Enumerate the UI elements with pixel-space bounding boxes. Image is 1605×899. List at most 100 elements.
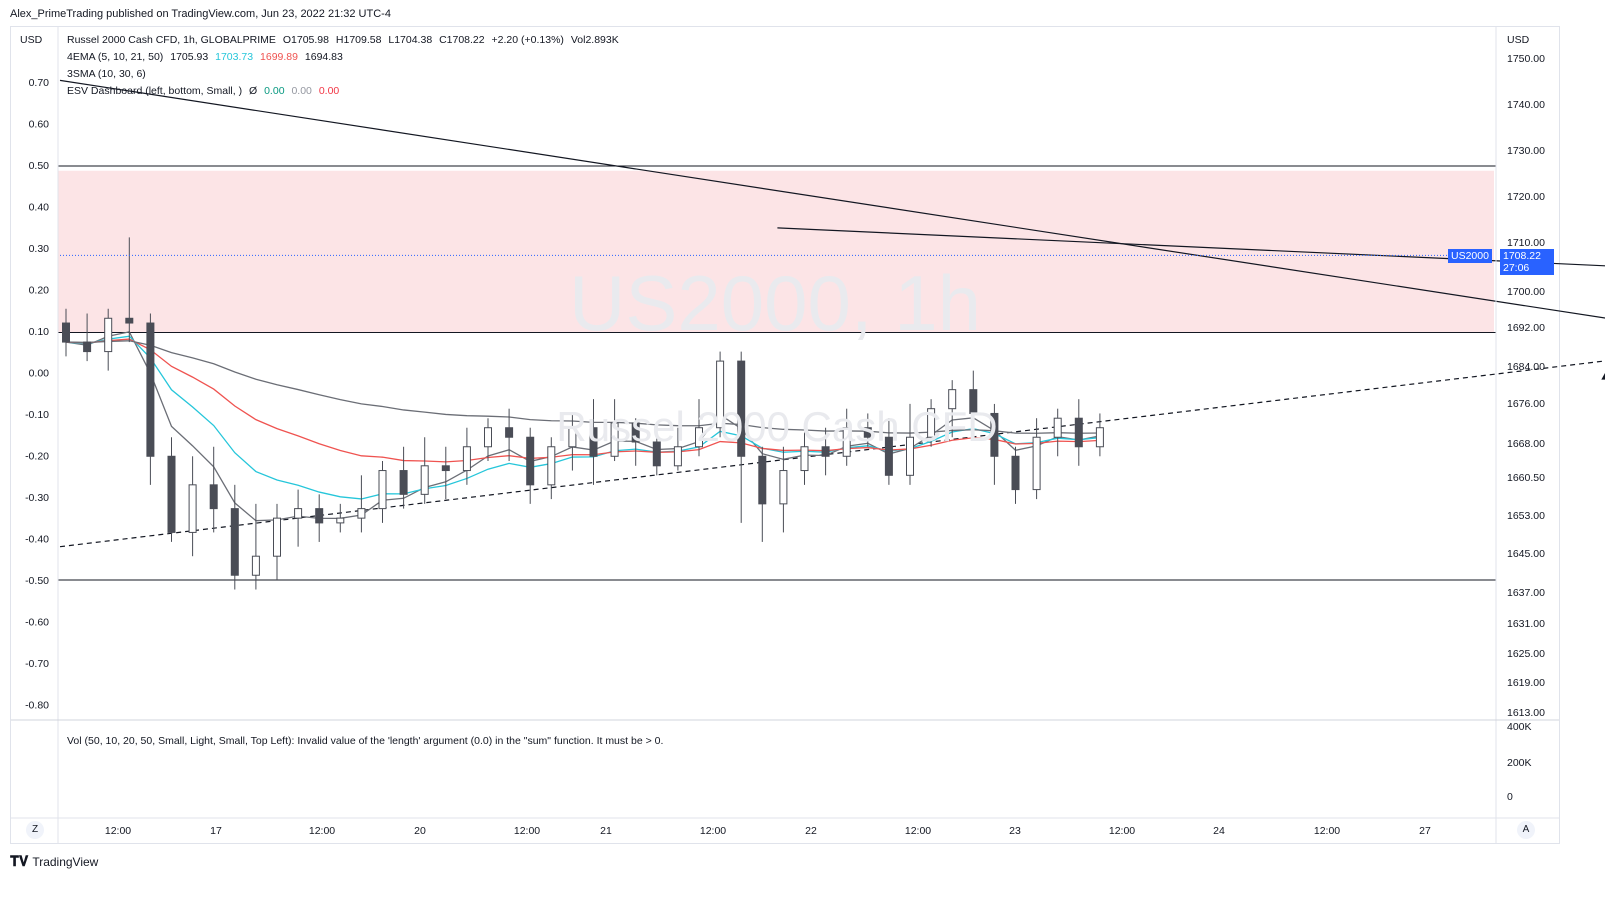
legend-main[interactable]: Russel 2000 Cash CFD, 1h, GLOBALPRIME O1… [67, 34, 623, 46]
arrow-head [1601, 372, 1605, 380]
right-axis-tick: 1660.50 [1507, 472, 1545, 484]
candle-body [1074, 417, 1083, 448]
candle [104, 308, 113, 371]
candle [758, 446, 767, 542]
sma-label: 3SMA (10, 30, 6) [67, 68, 146, 80]
right-axis-tick: 1613.00 [1507, 707, 1545, 719]
price-tag: 1708.22 27:06 [1500, 249, 1554, 275]
candle [1074, 399, 1083, 466]
right-axis-tick: 1692.00 [1507, 322, 1545, 334]
candle-body [969, 389, 978, 414]
candle-body [1095, 427, 1104, 448]
zoom-button[interactable]: Z [26, 821, 44, 839]
left-axis-tick: -0.60 [25, 617, 49, 629]
candle-body [273, 517, 281, 557]
candle-body [420, 465, 429, 495]
candle [420, 437, 429, 504]
left-axis-tick: -0.30 [25, 492, 49, 504]
candle-body [652, 441, 661, 467]
chart-frame [10, 26, 1560, 844]
left-axis-tick: -0.40 [25, 534, 49, 546]
candle [1032, 418, 1041, 500]
brand-text: TradingView [32, 854, 99, 869]
candle [547, 437, 556, 500]
time-label: 12:00 [700, 825, 726, 837]
candle [800, 432, 809, 485]
esv-value-3: 0.00 [318, 85, 340, 97]
candle [863, 413, 872, 447]
left-axis-tick: 0.50 [29, 160, 50, 172]
left-axis-tick: 0.40 [29, 202, 50, 214]
left-axis-ticks: 0.70 0.60 0.50 0.40 0.30 0.20 0.10 0.00 -0.10 -0.… [25, 77, 49, 712]
right-axis-tick: 1684.00 [1507, 361, 1545, 373]
left-axis-tick: -0.80 [25, 700, 49, 712]
left-axis-tick: -0.70 [25, 658, 49, 670]
candle-body [167, 455, 176, 533]
esv-value-2: 0.00 [291, 85, 312, 97]
candle [462, 427, 471, 485]
candle-body [399, 470, 408, 495]
watermark-name: Russel 2000 Cash CFD [556, 403, 997, 450]
candle-body [62, 322, 70, 343]
symbol-tag: US2000 [1448, 249, 1492, 263]
candle-body [927, 408, 936, 438]
publish-line: Alex_PrimeTrading published on TradingVi… [10, 8, 391, 20]
candle [884, 418, 893, 485]
right-axis-tick: 1619.00 [1507, 677, 1545, 689]
time-label: 12:00 [1109, 825, 1135, 837]
candle-body [589, 427, 598, 457]
candle [83, 313, 92, 362]
candle-body [1053, 417, 1062, 438]
candle-body [1032, 436, 1041, 491]
candle [737, 351, 746, 523]
time-label: 12:00 [105, 825, 131, 837]
neckline [777, 227, 1605, 267]
candle [610, 399, 619, 462]
candle [948, 380, 957, 438]
candle [209, 446, 218, 533]
right-axis-tick: 1625.00 [1507, 648, 1545, 660]
left-axis-tick: 0.00 [29, 368, 50, 380]
candle [188, 456, 197, 557]
candle-body [737, 360, 746, 457]
candle [167, 437, 176, 542]
candle-body [125, 317, 134, 324]
legend-ema[interactable]: 4EMA (5, 10, 21, 50) 1705.93 1703.73 169… [67, 51, 347, 63]
ema-10-line [65, 335, 1100, 500]
candle [1095, 413, 1104, 457]
vol-tick-200k: 200K [1507, 757, 1532, 769]
candle [779, 446, 788, 533]
candle [821, 427, 830, 476]
auto-scale-button[interactable]: A [1517, 821, 1535, 839]
right-axis-tick: 1631.00 [1507, 618, 1545, 630]
candle-body [568, 427, 577, 448]
candle [251, 503, 260, 590]
candle-body [146, 322, 155, 457]
candle-body [83, 341, 92, 353]
candle-body [842, 427, 851, 457]
right-axis-tick: 1653.00 [1507, 510, 1545, 522]
left-axis-tick: 0.20 [29, 285, 50, 297]
candle-body [336, 517, 345, 524]
candle [1053, 408, 1062, 457]
left-axis-tick: -0.10 [25, 409, 49, 421]
candle [526, 427, 535, 504]
legend-low: L1704.38 [388, 34, 433, 46]
legend-esv[interactable]: ESV Dashboard (left, bottom, Small, ) Ø … [67, 85, 343, 97]
candle-body [758, 455, 767, 505]
candle-body [104, 317, 113, 353]
esv-value-1: 0.00 [264, 85, 285, 97]
candle [441, 446, 450, 500]
legend-sma[interactable]: 3SMA (10, 30, 6) [67, 68, 150, 80]
ema-label: 4EMA (5, 10, 21, 50) [67, 51, 164, 63]
candle [906, 403, 914, 485]
candle [505, 408, 514, 462]
right-axis-unit: USD [1507, 34, 1530, 46]
candle-body [695, 427, 703, 448]
candle [230, 484, 239, 590]
candle-body [230, 508, 239, 576]
trendlines [59, 79, 1605, 548]
right-axis-ticks: 1750.00 1740.00 1730.00 1720.00 1710.00 1700.… [1507, 53, 1545, 719]
resistance-trendline [59, 79, 1605, 319]
